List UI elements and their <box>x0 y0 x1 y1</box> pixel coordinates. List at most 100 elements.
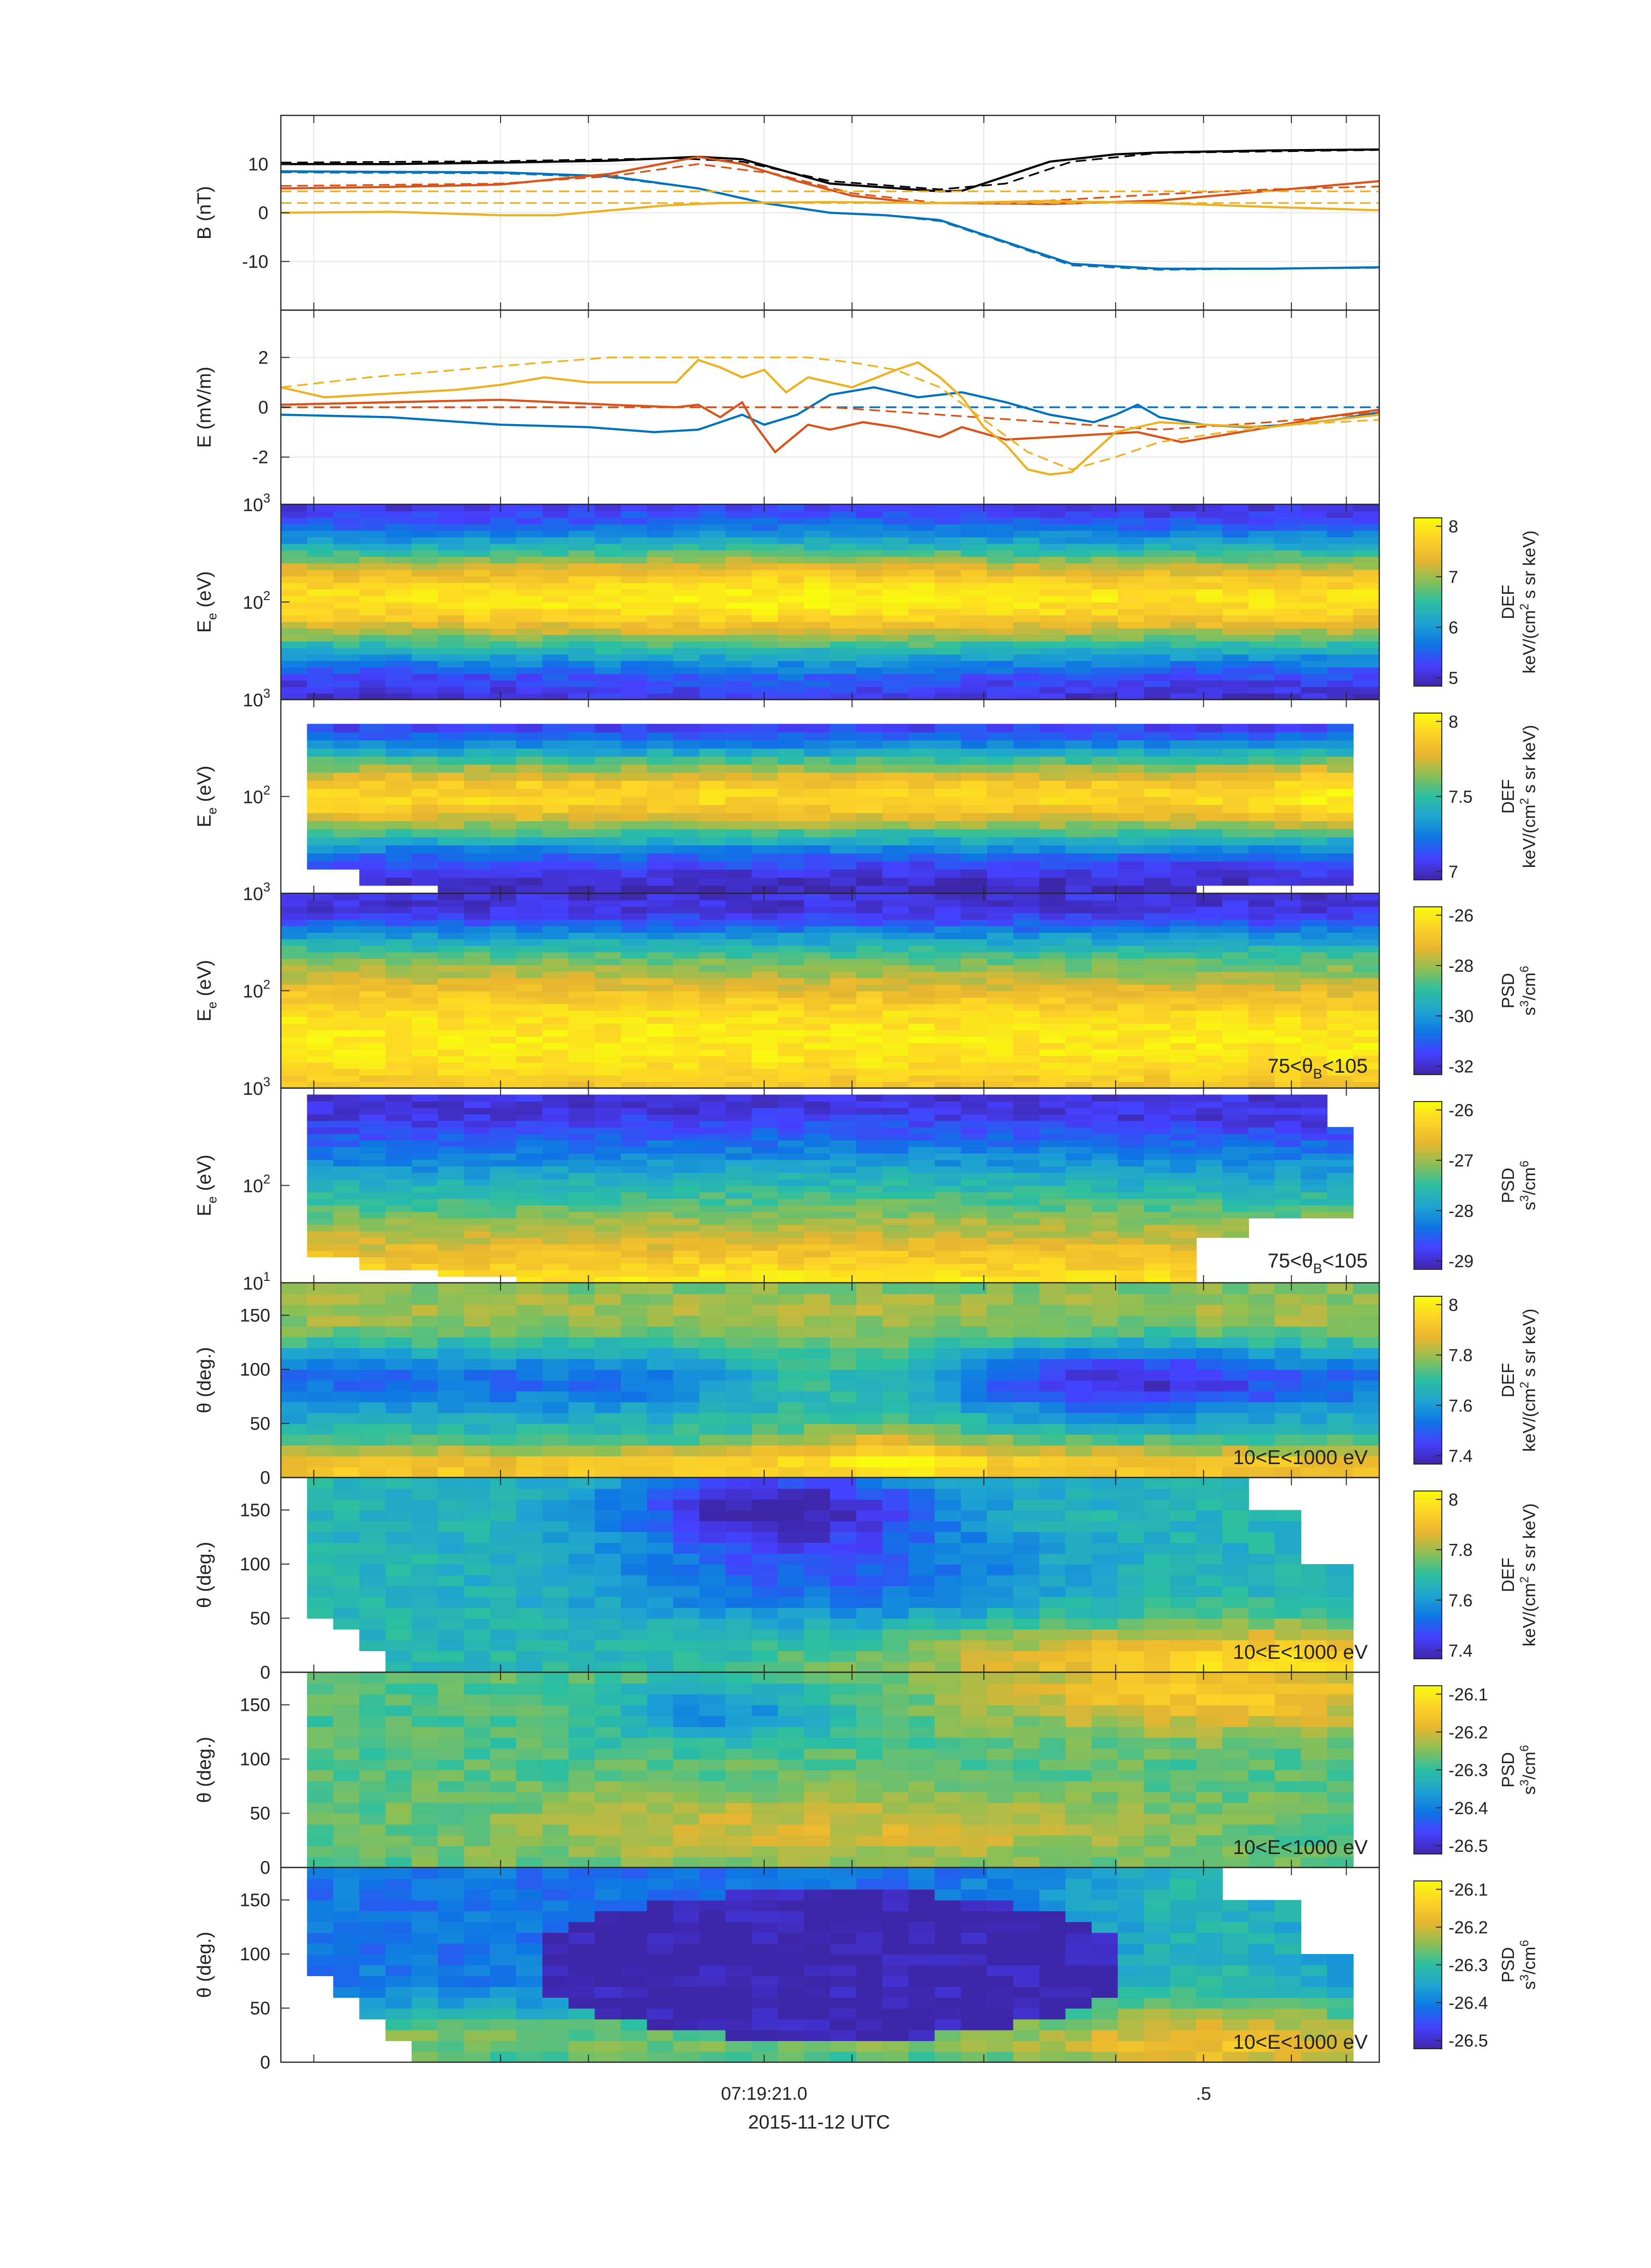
heatmap-cell <box>647 837 674 846</box>
heatmap-cell <box>438 1166 465 1173</box>
heatmap-cell <box>1248 913 1275 920</box>
heatmap-cell <box>1013 1244 1040 1251</box>
heatmap-cell <box>1013 932 1040 940</box>
heatmap-cell <box>464 1068 491 1076</box>
heatmap-cell <box>1118 1075 1145 1082</box>
heatmap-cell <box>516 1003 543 1011</box>
heatmap-cell <box>411 1402 439 1413</box>
heatmap-cell <box>542 845 569 854</box>
heatmap-cell <box>307 804 334 814</box>
heatmap-cell <box>960 621 988 629</box>
heatmap-cell <box>359 517 386 525</box>
heatmap-cell <box>1144 1101 1171 1108</box>
heatmap-cell <box>1065 608 1092 615</box>
heatmap-cell <box>359 1127 386 1134</box>
heatmap-cell <box>542 1192 569 1199</box>
heatmap-cell <box>307 1075 334 1082</box>
heatmap-cell <box>438 654 465 661</box>
heatmap-cell <box>1039 576 1066 583</box>
heatmap-cell <box>960 740 988 749</box>
heatmap-cell <box>1013 1185 1040 1192</box>
heatmap-cell <box>542 1304 569 1316</box>
heatmap-cell <box>542 524 569 531</box>
heatmap-cell <box>464 1023 491 1030</box>
heatmap-cell <box>804 990 831 998</box>
heatmap-cell <box>359 853 386 862</box>
heatmap-cell <box>1170 813 1197 821</box>
heatmap-cell <box>333 1179 360 1186</box>
heatmap-cell <box>490 1120 517 1128</box>
heatmap-cell <box>307 504 334 512</box>
heatmap-cell <box>934 1315 961 1327</box>
heatmap-cell <box>1300 764 1328 773</box>
heatmap-cell <box>1013 796 1040 805</box>
heatmap-cell <box>1274 1179 1301 1186</box>
colorbar-tick-label: -28 <box>1449 956 1474 976</box>
heatmap-cell <box>1222 1010 1249 1017</box>
heatmap-cell <box>987 813 1014 821</box>
heatmap-cell <box>359 1029 386 1037</box>
heatmap-cell <box>438 1434 465 1446</box>
heatmap-cell <box>699 764 726 773</box>
heatmap-cell <box>1248 813 1275 821</box>
heatmap-cell <box>1065 1081 1092 1089</box>
heatmap-cell <box>438 932 465 940</box>
heatmap-cell <box>934 1337 961 1348</box>
heatmap-cell <box>438 1380 465 1391</box>
heatmap-cell <box>987 1270 1014 1277</box>
heatmap-cell <box>385 748 412 757</box>
heatmap-cell <box>1118 952 1145 959</box>
heatmap-cell <box>307 595 334 602</box>
heatmap-cell <box>725 680 752 687</box>
heatmap-cell <box>594 1315 621 1327</box>
heatmap-cell <box>1196 673 1223 681</box>
heatmap-cell <box>1013 1263 1040 1270</box>
heatmap-cell <box>908 1198 935 1205</box>
heatmap-cell <box>411 667 439 674</box>
heatmap-cell <box>385 1166 412 1173</box>
heatmap-cell <box>778 971 805 978</box>
heatmap-cell <box>908 1042 935 1050</box>
heatmap-cell <box>830 1023 857 1030</box>
y-axis-label: B (nT) <box>194 186 215 239</box>
heatmap-cell <box>411 1456 439 1467</box>
heatmap-cell <box>281 900 308 907</box>
heatmap-cell <box>699 1101 726 1108</box>
heatmap-cell <box>908 1369 935 1381</box>
heatmap-cell <box>1013 1172 1040 1179</box>
heatmap-cell <box>804 813 831 821</box>
heatmap-cell <box>281 952 308 959</box>
heatmap-cell <box>699 1055 726 1063</box>
heatmap-cell <box>516 524 543 531</box>
heatmap-cell <box>804 906 831 914</box>
heatmap-cell <box>385 837 412 846</box>
heatmap-cell <box>1274 724 1301 733</box>
heatmap-cell <box>1065 634 1092 642</box>
heatmap-cell <box>673 543 700 551</box>
heatmap-cell <box>882 693 909 700</box>
heatmap-cell <box>1170 1153 1197 1160</box>
heatmap-cell <box>594 1231 621 1238</box>
heatmap-cell <box>1118 1159 1145 1166</box>
heatmap-cell <box>960 1153 988 1160</box>
heatmap-cell <box>359 748 386 757</box>
heatmap-cell <box>594 990 621 998</box>
heatmap-cell <box>1300 589 1328 596</box>
heatmap-cell <box>1274 958 1301 965</box>
heatmap-cell <box>647 1224 674 1231</box>
heatmap-cell <box>385 869 412 878</box>
heatmap-cell <box>568 1094 595 1102</box>
heatmap-cell <box>385 804 412 814</box>
heatmap-cell <box>411 621 439 629</box>
heatmap-cell <box>1039 1049 1066 1056</box>
heatmap-cell <box>464 885 491 894</box>
heatmap-cell <box>438 511 465 518</box>
heatmap-cell <box>908 796 935 805</box>
heatmap-cell <box>1222 1198 1249 1205</box>
heatmap-cell <box>751 804 779 814</box>
heatmap-cell <box>856 764 883 773</box>
heatmap-cell <box>568 504 595 512</box>
heatmap-cell <box>960 1133 988 1140</box>
heatmap-cell <box>542 813 569 821</box>
heatmap-cell <box>960 634 988 642</box>
